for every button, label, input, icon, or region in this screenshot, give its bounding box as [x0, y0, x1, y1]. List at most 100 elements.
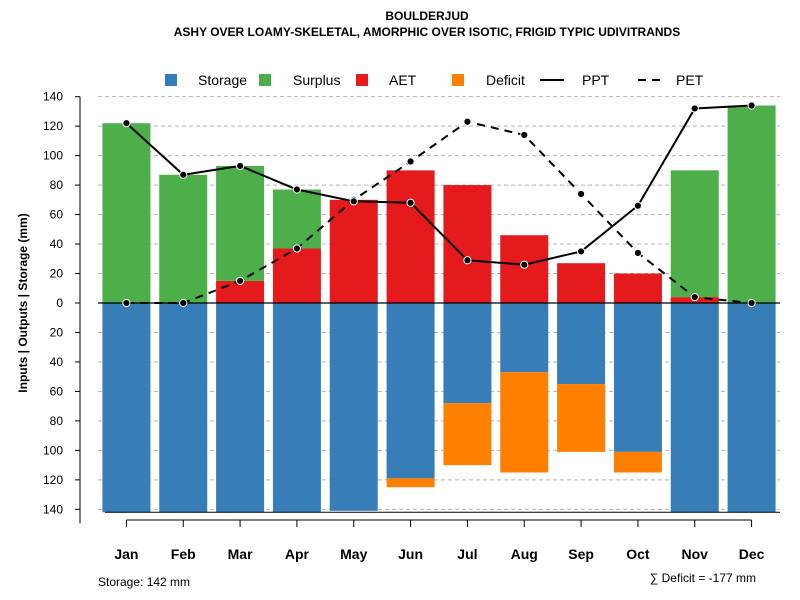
aet-bar [329, 199, 378, 303]
y-tick-label: 0 [56, 296, 63, 310]
pet-point [179, 298, 188, 308]
x-tick-label: Nov [682, 546, 709, 562]
pet-line [126, 120, 752, 304]
x-tick-label: Apr [285, 546, 310, 562]
storage-footnote: Storage: 142 mm [98, 575, 190, 589]
legend-aet-swatch [356, 74, 368, 86]
ppt-point [406, 198, 415, 207]
ppt-line [125, 104, 752, 266]
ppt-point [463, 256, 472, 265]
x-tick-label: Dec [739, 546, 765, 562]
ppt-point [520, 260, 529, 269]
storage-bar [159, 303, 208, 513]
x-tick-label: Jun [398, 546, 423, 562]
ppt-point [576, 247, 586, 256]
pet-point [463, 117, 472, 126]
deficit-bar [613, 451, 662, 473]
x-tick-label: Jan [114, 546, 138, 562]
legend-storage-swatch [165, 74, 177, 86]
surplus-bar [670, 170, 719, 298]
storage-bar [500, 303, 549, 373]
ppt-point [747, 101, 756, 110]
ppt-point [633, 201, 643, 210]
ppt-point [122, 119, 131, 128]
legend-deficit-swatch [452, 74, 464, 86]
ppt-point [292, 185, 302, 194]
legend-ppt-label: PPT [582, 72, 610, 88]
legend-pet-label: PET [676, 72, 704, 88]
aet-bar [613, 273, 662, 303]
deficit-bar [386, 478, 435, 488]
surplus-bar [216, 165, 265, 281]
x-tick-label: Mar [228, 546, 253, 562]
y-tick-label: 60 [50, 208, 64, 222]
surplus-bar [727, 105, 776, 303]
legend: Storage Surplus AET Deficit PPT PET [165, 72, 704, 88]
x-tick-label: Sep [568, 546, 594, 562]
ppt-point [690, 104, 699, 113]
aet-bar [500, 235, 549, 303]
y-tick-label: 120 [43, 119, 63, 133]
x-tick-label: Feb [171, 546, 196, 562]
surplus-bar [272, 189, 321, 249]
x-tick-label: Oct [626, 546, 650, 562]
deficit-footnote: ∑ Deficit = -177 mm [650, 571, 756, 585]
pet-point [576, 189, 586, 199]
deficit-bar [443, 403, 492, 466]
legend-storage-label: Storage [198, 72, 247, 88]
pet-point [122, 298, 131, 308]
legend-surplus-label: Surplus [293, 72, 340, 88]
storage-bar [272, 303, 321, 513]
y-tick-label: 100 [43, 443, 63, 457]
storage-bar [216, 303, 265, 513]
storage-bar [386, 303, 435, 479]
ppt-point [179, 170, 188, 179]
surplus-bar [159, 174, 208, 303]
series-lines [122, 101, 756, 308]
y-axis-label: Inputs | Outputs | Storage (mm) [16, 213, 30, 392]
x-tick-label: May [340, 546, 367, 562]
y-tick-label: 20 [50, 267, 64, 281]
pet-point [406, 157, 415, 166]
x-tick-label: Jul [457, 546, 477, 562]
storage-bar [613, 303, 662, 452]
storage-bar [727, 303, 776, 513]
storage-bar [102, 303, 151, 513]
gridlines [98, 96, 780, 510]
axes: 140 120 100 80 60 40 20 0 20 40 60 80 100 120 140 Jan Fe… [43, 90, 780, 562]
storage-bar [329, 303, 378, 511]
y-tick-label: 120 [43, 473, 63, 487]
pet-point [292, 244, 302, 253]
surplus-bar [102, 123, 151, 303]
pet-point [690, 293, 699, 302]
chart-subtitle: ASHY OVER LOAMY-SKELETAL, AMORPHIC OVER … [174, 25, 680, 39]
deficit-bar [557, 384, 606, 452]
legend-surplus-swatch [259, 74, 271, 86]
x-tick-label: Aug [511, 546, 538, 562]
legend-deficit-label: Deficit [486, 72, 525, 88]
y-tick-label: 100 [43, 149, 63, 163]
y-tick-label: 140 [43, 90, 63, 104]
ppt-point [349, 197, 358, 206]
y-tick-label: 40 [50, 355, 64, 369]
y-tick-label: 80 [50, 414, 64, 428]
chart-title: BOULDERJUD [385, 9, 469, 23]
pet-point [235, 276, 245, 285]
y-tick-label: 80 [50, 178, 64, 192]
y-tick-label: 20 [50, 325, 64, 339]
y-tick-label: 40 [50, 237, 64, 251]
storage-bar [443, 303, 492, 404]
aet-bar [386, 170, 435, 303]
y-tick-label: 60 [50, 384, 64, 398]
deficit-bar [500, 372, 549, 473]
aet-bar [557, 263, 606, 303]
y-tick-label: 140 [43, 502, 63, 516]
pet-point [520, 130, 529, 140]
legend-aet-label: AET [389, 72, 417, 88]
bars [102, 105, 776, 513]
aet-bar [272, 248, 321, 303]
storage-bar [670, 303, 719, 513]
ppt-point [235, 161, 245, 171]
pet-point [747, 298, 756, 308]
